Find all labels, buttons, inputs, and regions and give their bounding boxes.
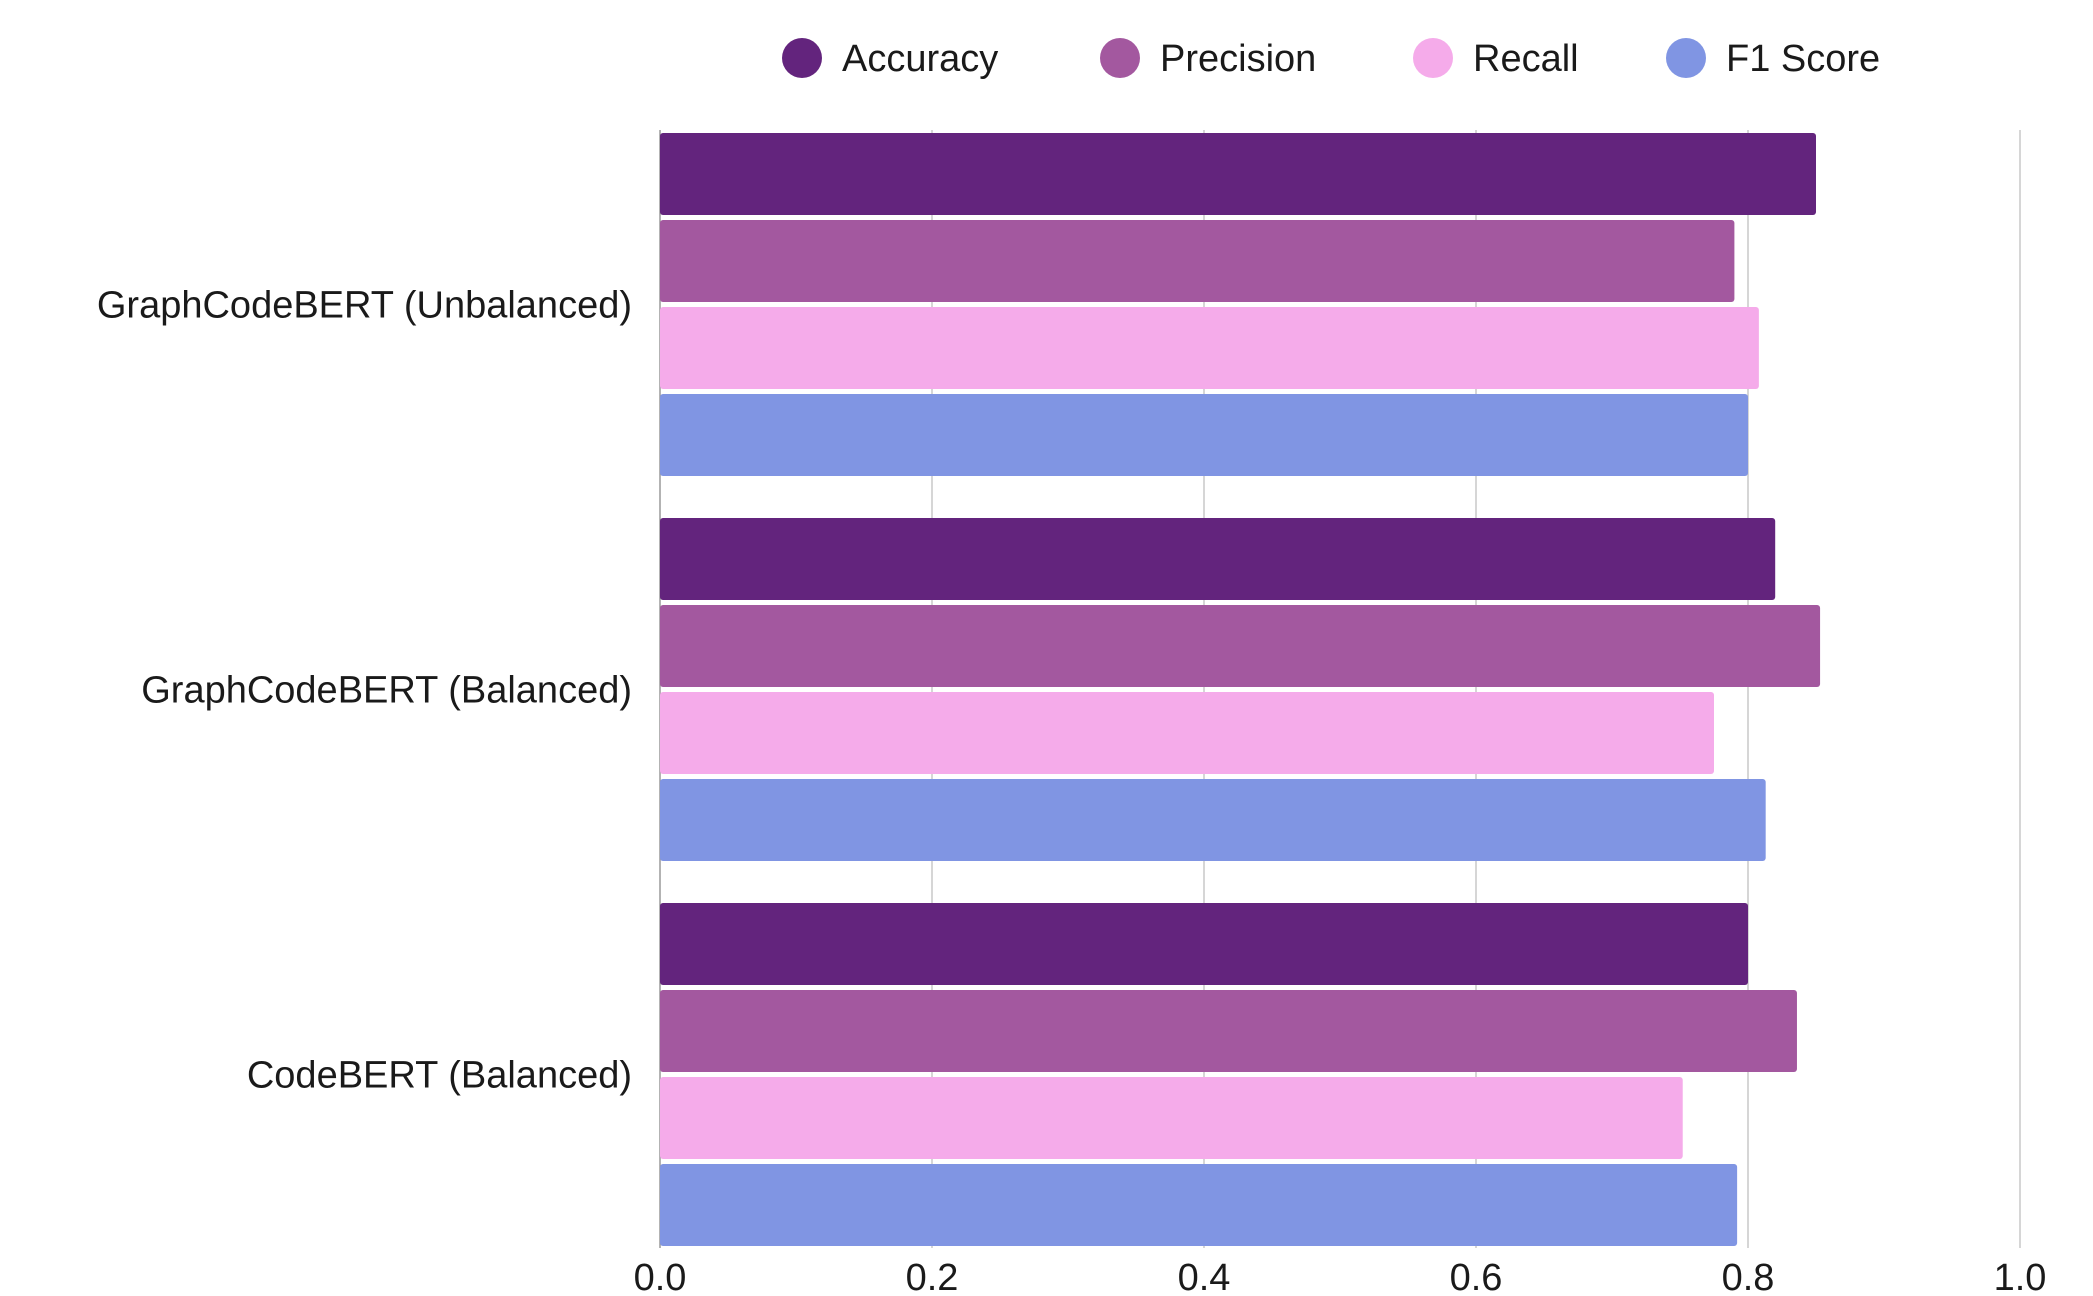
legend-label-f1-score: F1 Score: [1726, 38, 1880, 80]
legend: Accuracy Precision Recall F1 Score: [782, 38, 1880, 80]
x-tick-label: 0.0: [634, 1257, 687, 1296]
x-tick-label: 0.2: [906, 1257, 959, 1296]
bar-recall-0: [660, 307, 1759, 389]
legend-label-recall: Recall: [1473, 38, 1579, 80]
legend-marker-precision: [1100, 38, 1140, 78]
category-label: GraphCodeBERT (Balanced): [141, 670, 632, 712]
x-axis-ticks: 0.0 0.2 0.4 0.6 0.8 1.0: [634, 1257, 2047, 1296]
bar-accuracy-0: [660, 133, 1816, 215]
x-tick-label: 1.0: [1994, 1257, 2047, 1296]
legend-marker-f1-score: [1666, 38, 1706, 78]
bar-accuracy-2: [660, 903, 1748, 985]
bar-accuracy-1: [660, 518, 1776, 600]
bar-f1-score-0: [660, 394, 1748, 476]
legend-label-precision: Precision: [1160, 38, 1316, 80]
bar-recall-1: [660, 692, 1714, 774]
bar-f1-score-2: [660, 1164, 1738, 1246]
category-labels: GraphCodeBERT (Unbalanced) GraphCodeBERT …: [97, 285, 632, 1097]
bar-precision-2: [660, 990, 1797, 1072]
category-label: GraphCodeBERT (Unbalanced): [97, 285, 632, 327]
legend-label-accuracy: Accuracy: [842, 38, 998, 80]
bar-recall-2: [660, 1077, 1683, 1159]
legend-marker-recall: [1413, 38, 1453, 78]
bar-precision-1: [660, 605, 1821, 687]
x-tick-label: 0.8: [1722, 1257, 1775, 1296]
legend-marker-accuracy: [782, 38, 822, 78]
bar-precision-0: [660, 220, 1735, 302]
x-tick-label: 0.4: [1178, 1257, 1231, 1296]
bar-f1-score-1: [660, 779, 1766, 861]
x-tick-label: 0.6: [1450, 1257, 1503, 1296]
bars: [660, 133, 1821, 1246]
category-label: CodeBERT (Balanced): [247, 1055, 632, 1097]
